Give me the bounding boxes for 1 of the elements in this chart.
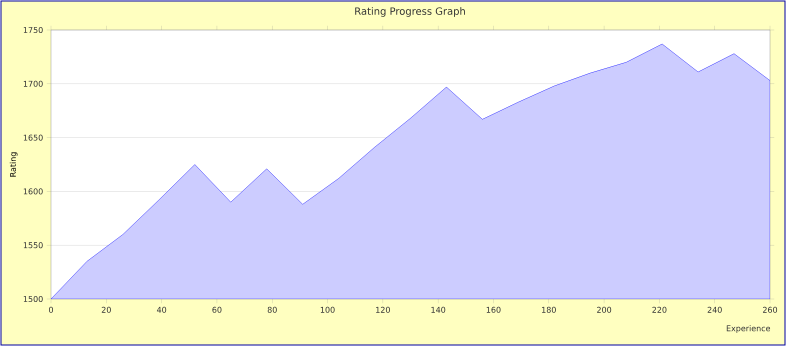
chart-title: Rating Progress Graph <box>355 7 465 17</box>
